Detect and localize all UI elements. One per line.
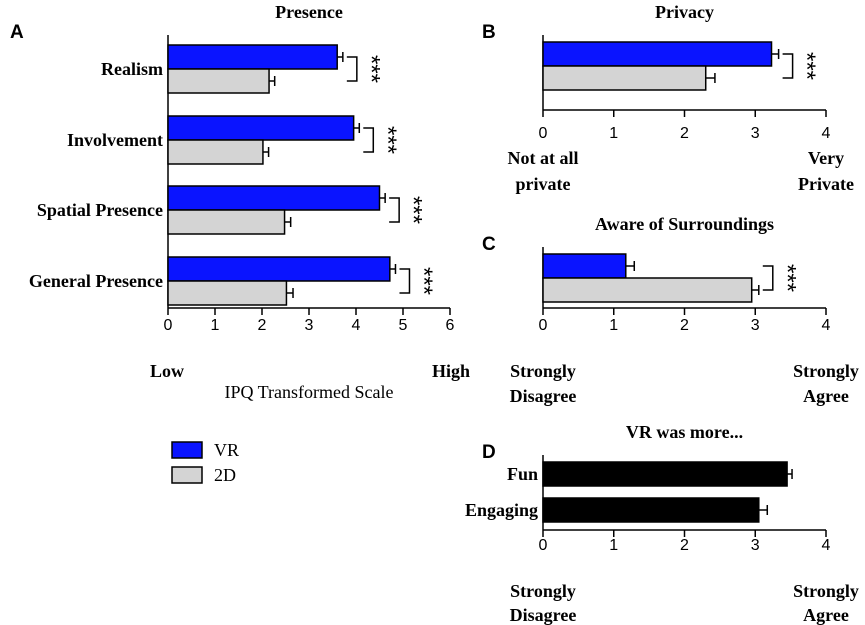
bar-2d xyxy=(167,280,288,306)
x-tick-label: 2 xyxy=(258,317,267,334)
x-tick-label: 3 xyxy=(751,317,760,334)
x-tick-label: 3 xyxy=(305,317,314,334)
bar-vr xyxy=(167,256,391,282)
significance-bracket xyxy=(782,53,794,79)
legend-label: VR xyxy=(214,440,239,460)
significance-stars: *** xyxy=(793,52,820,80)
anchor-low: Strongly xyxy=(510,361,576,381)
category-label: General Presence xyxy=(29,271,163,291)
anchor-low: Disagree xyxy=(510,605,577,625)
x-tick-label: 0 xyxy=(539,537,548,554)
x-tick-label: 6 xyxy=(446,317,455,334)
legend-label: 2D xyxy=(214,465,236,485)
significance-bracket xyxy=(762,265,774,291)
category-label: Realism xyxy=(101,59,163,79)
bar-2d xyxy=(542,277,753,303)
x-tick-label: 3 xyxy=(751,537,760,554)
x-tick-label: 5 xyxy=(399,317,408,334)
x-tick-label: 4 xyxy=(822,317,831,334)
category-label: Involvement xyxy=(67,130,163,150)
anchor-high: High xyxy=(432,361,470,381)
significance-stars: *** xyxy=(374,126,401,154)
x-tick-label: 0 xyxy=(539,125,548,142)
chart-title: Presence xyxy=(275,2,343,22)
anchor-high: Agree xyxy=(803,605,849,625)
bar-2d xyxy=(167,209,286,235)
chart-title: Privacy xyxy=(655,2,714,22)
category-label: Engaging xyxy=(465,500,538,520)
bar-vr xyxy=(167,115,355,141)
panel-letter-b: B xyxy=(482,22,496,43)
x-tick-label: 1 xyxy=(609,317,618,334)
anchor-low: private xyxy=(516,174,571,194)
significance-stars: *** xyxy=(410,267,437,295)
bar-vr xyxy=(167,185,381,211)
bar-2d xyxy=(167,139,264,165)
anchor-low: Not at all xyxy=(508,148,579,168)
x-axis-label: IPQ Transformed Scale xyxy=(225,382,394,402)
significance-bracket xyxy=(399,268,411,294)
bar-vr xyxy=(542,41,773,67)
panel-letter-a: A xyxy=(10,22,24,43)
x-tick-label: 4 xyxy=(352,317,361,334)
significance-bracket xyxy=(346,56,358,82)
legend-swatch xyxy=(171,441,203,459)
x-tick-label: 0 xyxy=(164,317,173,334)
x-tick-label: 4 xyxy=(822,537,831,554)
bar-vr xyxy=(542,253,627,279)
x-tick-label: 4 xyxy=(822,125,831,142)
bar-2d xyxy=(542,65,707,91)
anchor-high: Agree xyxy=(803,386,849,406)
significance-stars: *** xyxy=(357,55,384,83)
x-tick-label: 1 xyxy=(609,125,618,142)
category-label: Spatial Presence xyxy=(37,200,163,220)
legend-swatch xyxy=(171,466,203,484)
anchor-high: Strongly xyxy=(793,581,859,601)
x-tick-label: 1 xyxy=(211,317,220,334)
significance-stars: *** xyxy=(773,264,800,292)
anchor-high: Very xyxy=(808,148,844,168)
bar-vr xyxy=(167,44,338,70)
anchor-low: Strongly xyxy=(510,581,576,601)
category-label: Fun xyxy=(507,464,538,484)
x-tick-label: 2 xyxy=(680,537,689,554)
x-tick-label: 2 xyxy=(680,317,689,334)
chart-title: Aware of Surroundings xyxy=(595,214,774,234)
bar xyxy=(542,461,788,487)
x-tick-label: 3 xyxy=(751,125,760,142)
significance-bracket xyxy=(363,127,375,153)
anchor-high: Strongly xyxy=(793,361,859,381)
x-tick-label: 2 xyxy=(680,125,689,142)
anchor-low: Disagree xyxy=(510,386,577,406)
bar-2d xyxy=(167,68,270,94)
anchor-low: Low xyxy=(150,361,184,381)
significance-bracket xyxy=(389,197,400,223)
panel-letter-d: D xyxy=(482,442,496,463)
bar xyxy=(542,497,760,523)
chart-title: VR was more... xyxy=(626,422,743,442)
x-tick-label: 1 xyxy=(609,537,618,554)
x-tick-label: 0 xyxy=(539,317,548,334)
anchor-high: Private xyxy=(798,174,854,194)
significance-stars: *** xyxy=(400,196,427,224)
panel-letter-c: C xyxy=(482,234,496,255)
